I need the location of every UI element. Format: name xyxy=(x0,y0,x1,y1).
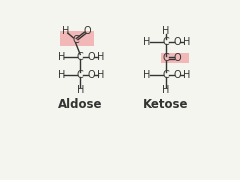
Text: C: C xyxy=(162,53,169,63)
Text: H: H xyxy=(58,52,65,62)
Text: C: C xyxy=(162,70,169,80)
Text: H: H xyxy=(58,70,65,80)
Bar xyxy=(161,53,189,63)
Text: H: H xyxy=(183,70,190,80)
Text: C: C xyxy=(77,52,84,62)
Text: C: C xyxy=(77,70,84,80)
Text: Ketose: Ketose xyxy=(143,98,189,111)
Text: H: H xyxy=(183,37,190,47)
Text: H: H xyxy=(144,70,151,80)
Text: H: H xyxy=(144,37,151,47)
Text: H: H xyxy=(77,85,84,94)
Text: C: C xyxy=(162,37,169,47)
Text: C: C xyxy=(72,35,79,45)
Text: H: H xyxy=(162,26,169,36)
Text: O: O xyxy=(173,53,181,63)
Bar xyxy=(60,31,94,46)
Text: O: O xyxy=(173,37,181,47)
Text: Aldose: Aldose xyxy=(58,98,102,111)
Text: O: O xyxy=(83,26,91,36)
Text: H: H xyxy=(97,52,104,62)
Text: O: O xyxy=(88,52,95,62)
Text: O: O xyxy=(173,70,181,80)
Text: H: H xyxy=(62,26,69,36)
Text: H: H xyxy=(97,70,104,80)
Text: H: H xyxy=(162,85,169,94)
Text: O: O xyxy=(88,70,95,80)
